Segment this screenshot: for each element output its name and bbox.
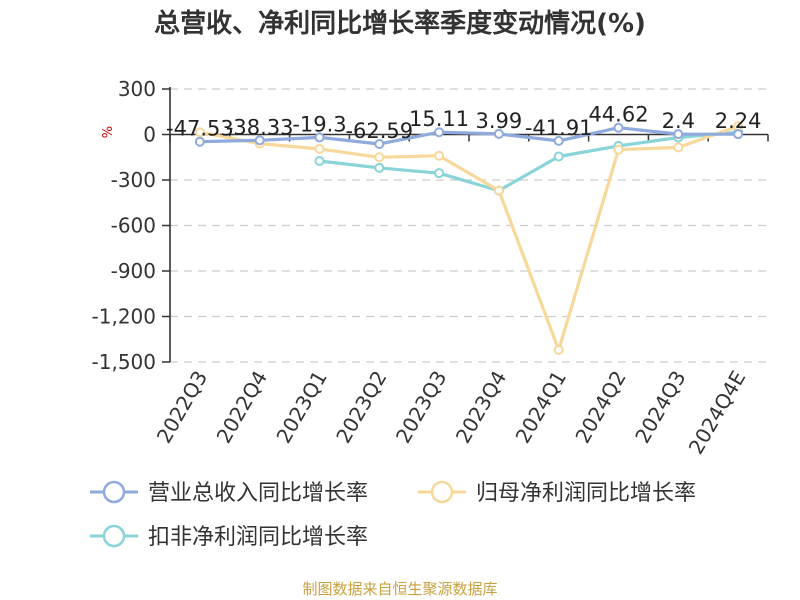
data-point — [374, 152, 385, 163]
legend-marker — [102, 524, 126, 548]
data-label: 2.24 — [715, 109, 762, 133]
legend-marker — [102, 480, 126, 504]
data-point — [613, 122, 624, 133]
data-point — [434, 168, 445, 179]
data-point — [493, 185, 504, 196]
chart-title: 总营收、净利同比增长率季度变动情况(%) — [154, 8, 646, 39]
data-label: -19.3 — [292, 112, 346, 136]
y-tick-label: 300 — [118, 77, 156, 101]
data-point — [374, 138, 385, 149]
data-label: 44.62 — [588, 103, 648, 127]
x-axis-ticks: 2022Q3 2022Q4 2023Q1 2023Q2 2023Q3 2023Q4 2024… — [152, 134, 769, 459]
y-axis-ticks: 300 0 -300 -600 -900 -1,200 -1,500 — [92, 77, 170, 374]
y-tick-label: -1,500 — [92, 350, 156, 374]
data-point — [493, 128, 504, 139]
x-tick-label: 2023Q1 — [271, 367, 331, 448]
y-axis-label: % — [101, 126, 116, 138]
x-tick-label: 2024Q4E — [684, 367, 751, 459]
data-label: -38.33 — [226, 115, 294, 139]
data-label: -41.91 — [525, 116, 593, 140]
legend-item-2[interactable]: 扣非净利润同比增长率 — [90, 524, 368, 550]
x-tick-label: 2023Q4 — [451, 367, 511, 448]
data-label: 2.4 — [662, 109, 695, 133]
data-point — [673, 129, 684, 140]
series-line — [199, 126, 739, 146]
x-tick-label: 2024Q2 — [570, 367, 630, 448]
y-tick-label: 0 — [143, 123, 156, 147]
data-point — [254, 135, 265, 146]
x-tick-label: 2022Q4 — [212, 367, 272, 448]
series-layer — [194, 121, 744, 355]
series-line — [319, 130, 739, 193]
legend-marker — [430, 480, 454, 504]
data-point — [613, 144, 624, 155]
data-label: -62.59 — [345, 119, 413, 143]
y-tick-label: -600 — [111, 214, 156, 238]
source-note: 制图数据来自恒生聚源数据库 — [302, 580, 497, 598]
x-tick-label: 2024Q1 — [511, 367, 571, 448]
x-tick-label: 2022Q3 — [152, 367, 212, 448]
data-point — [314, 143, 325, 154]
x-tick-label: 2024Q3 — [630, 367, 690, 448]
data-point — [434, 127, 445, 138]
data-point — [194, 127, 205, 138]
series-1 — [194, 121, 744, 355]
x-tick-label: 2023Q3 — [391, 366, 451, 447]
series-0 — [194, 122, 744, 149]
data-label: 15.11 — [409, 107, 469, 131]
data-point — [314, 156, 325, 167]
legend-label: 营业总收入同比增长率 — [148, 481, 368, 506]
data-label: -47.53 — [166, 117, 234, 141]
legend-label: 归母净利润同比增长率 — [476, 481, 696, 506]
data-point — [553, 135, 564, 146]
data-point — [673, 142, 684, 153]
data-point — [553, 151, 564, 162]
data-point — [194, 136, 205, 147]
data-point — [314, 132, 325, 143]
data-point — [434, 150, 445, 161]
data-point — [733, 129, 744, 140]
legend-label: 扣非净利润同比增长率 — [148, 525, 368, 550]
grid-lines — [170, 88, 768, 363]
data-point — [374, 162, 385, 173]
data-point — [553, 344, 564, 355]
y-tick-label: -1,200 — [92, 305, 156, 329]
data-label: 3.99 — [476, 109, 523, 133]
legend-item-1[interactable]: 归母净利润同比增长率 — [418, 480, 696, 506]
legend-item-0[interactable]: 营业总收入同比增长率 — [90, 480, 368, 506]
y-tick-label: -300 — [111, 168, 156, 192]
x-tick-label: 2023Q2 — [331, 367, 391, 448]
series-line — [199, 124, 739, 352]
y-tick-label: -900 — [111, 259, 156, 283]
